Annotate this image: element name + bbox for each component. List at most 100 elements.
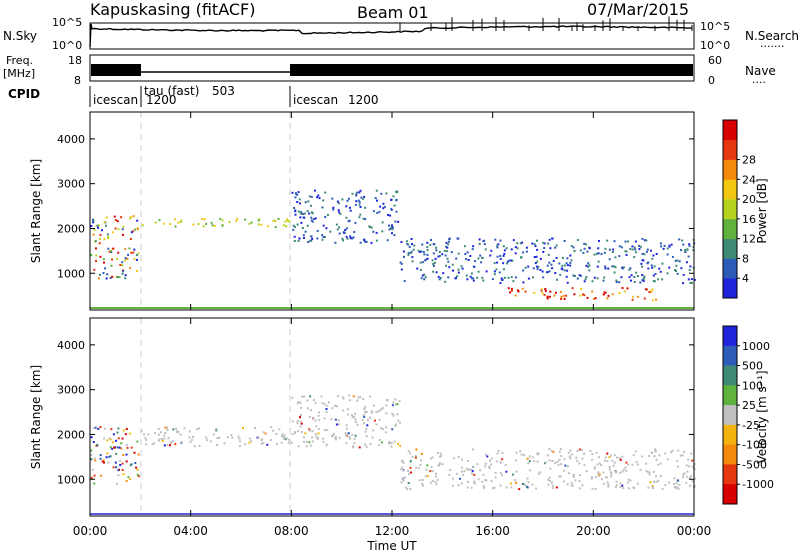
scatter-cell (688, 476, 691, 479)
y-tick-label: 2000 (57, 222, 85, 235)
scatter-cell (270, 426, 273, 429)
scatter-cell (390, 445, 393, 448)
scatter-cell (323, 235, 326, 238)
scatter-cell (504, 463, 507, 466)
scatter-cell (291, 191, 294, 194)
scatter-cell (556, 278, 558, 281)
scatter-cell (333, 433, 335, 435)
scatter-cell (631, 248, 634, 251)
scatter-cell (347, 432, 350, 435)
colorbar-segment (723, 278, 737, 299)
scatter-cell (397, 442, 399, 445)
scatter-cell (579, 249, 582, 252)
scatter-cell (604, 247, 607, 250)
colorbar-segment (723, 139, 737, 160)
scatter-cell (469, 255, 472, 257)
scatter-cell (588, 264, 591, 267)
scatter-cell (447, 243, 450, 246)
scatter-cell (364, 405, 367, 408)
scatter-cell (654, 448, 657, 451)
colorbar-tick-label: 1000 (742, 340, 770, 353)
scatter-cell (430, 465, 433, 468)
scatter-cell (563, 458, 566, 461)
scatter-cell (129, 238, 132, 240)
scatter-cell (615, 480, 618, 483)
scatter-cell (301, 213, 304, 215)
scatter-cell (342, 409, 345, 412)
scatter-cell (675, 264, 678, 267)
scatter-cell (400, 262, 403, 265)
scatter-cell (316, 237, 319, 240)
scatter-cell (306, 399, 309, 402)
scatter-cell (305, 441, 308, 443)
scatter-cell (221, 224, 224, 227)
scatter-cell (313, 218, 315, 220)
scatter-cell (122, 225, 125, 228)
scatter-cell (484, 248, 487, 251)
scatter-cell (618, 292, 621, 294)
scatter-cell (392, 195, 395, 198)
scatter-cell (99, 457, 102, 460)
scatter-cell (525, 246, 528, 249)
colorbar-tick-label: 8 (742, 252, 749, 265)
scatter-cell (488, 465, 491, 468)
scatter-cell (481, 256, 484, 259)
scatter-cell (275, 432, 278, 435)
scatter-cell (318, 411, 320, 414)
scatter-cell (198, 444, 201, 447)
date-title: 07/Mar/2015 (587, 0, 689, 19)
scatter-cell (250, 440, 253, 443)
scatter-cell (687, 458, 690, 461)
scatter-cell (548, 448, 551, 450)
scatter-cell (461, 466, 464, 469)
station-title: Kapuskasing (fitACF) (90, 0, 255, 19)
scatter-cell (306, 407, 309, 410)
scatter-cell (581, 457, 584, 460)
scatter-cell (114, 227, 117, 230)
scatter-cell (444, 254, 447, 257)
scatter-cell (121, 261, 124, 264)
scatter-cell (103, 437, 106, 440)
scatter-cell (643, 253, 646, 256)
scatter-cell (370, 226, 373, 229)
y-tick-label: 3000 (57, 178, 85, 191)
scatter-cell (90, 436, 93, 439)
scatter-cell (380, 427, 383, 430)
scatter-cell (692, 249, 695, 252)
scatter-cell (585, 470, 588, 473)
scatter-cell (409, 252, 412, 254)
scatter-cell (598, 473, 601, 476)
scatter-cell (136, 440, 139, 443)
cpid-seg1-value: 1200 (146, 93, 177, 107)
scatter-cell (345, 235, 348, 238)
scatter-cell (527, 481, 530, 484)
scatter-cell (390, 226, 393, 229)
scatter-cell (444, 280, 447, 283)
scatter-cell (335, 423, 338, 426)
scatter-cell (296, 201, 299, 203)
scatter-cell (98, 277, 100, 280)
scatter-cell (169, 444, 171, 447)
scatter-cell (126, 257, 129, 260)
scatter-cell (299, 216, 302, 219)
colorbar-segment (723, 238, 737, 259)
scatter-cell (111, 275, 114, 278)
scatter-cell (117, 228, 120, 231)
x-tick-label: 00:00 (73, 524, 108, 538)
scatter-cell (688, 269, 691, 271)
scatter-cell (97, 427, 100, 430)
scatter-cell (640, 262, 643, 265)
scatter-cell (125, 444, 128, 446)
scatter-cell (382, 207, 385, 210)
scatter-cell (597, 471, 600, 474)
scatter-cell (105, 216, 108, 219)
scatter-cell (584, 278, 587, 281)
scatter-cell (651, 288, 654, 291)
scatter-cell (415, 466, 418, 469)
scatter-cell (90, 254, 93, 257)
scatter-cell (308, 441, 311, 444)
scatter-cell (693, 278, 696, 281)
scatter-cell (113, 215, 116, 218)
scatter-cell (310, 239, 313, 242)
scatter-cell (281, 433, 284, 436)
